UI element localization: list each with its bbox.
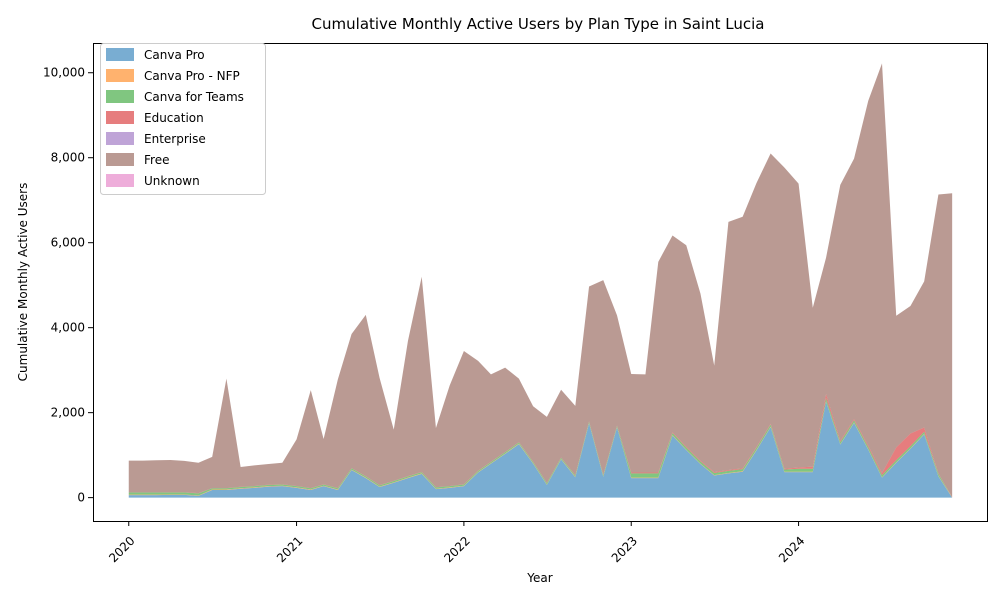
x-axis-label: Year [526, 571, 552, 585]
legend-frame [100, 43, 266, 195]
y-axis-label: Cumulative Monthly Active Users [16, 183, 30, 382]
legend-swatch-6 [106, 174, 134, 187]
legend-label-4: Enterprise [144, 132, 206, 146]
x-tick-label-1: 2021 [274, 534, 305, 565]
y-tick-label-4: 8,000 [51, 151, 85, 165]
legend-swatch-5 [106, 153, 134, 166]
legend-label-1: Canva Pro - NFP [144, 69, 240, 83]
chart-title: Cumulative Monthly Active Users by Plan … [312, 15, 765, 33]
plot-frame [93, 43, 988, 522]
x-tick-label-3: 2023 [609, 534, 640, 565]
x-tick-label-2: 2022 [441, 534, 472, 565]
y-tick-label-1: 2,000 [51, 406, 85, 420]
legend-label-0: Canva Pro [144, 48, 205, 62]
legend-swatch-2 [106, 90, 134, 103]
legend-swatch-3 [106, 111, 134, 124]
x-tick-label-0: 2020 [106, 534, 137, 565]
areas-layer [128, 63, 953, 498]
legend-swatch-4 [106, 132, 134, 145]
legend-label-2: Canva for Teams [144, 90, 244, 104]
x-axis: 2020 2021 2022 2023 2024 [106, 521, 808, 565]
area-series-0 [128, 401, 953, 498]
y-tick-label-3: 6,000 [51, 236, 85, 250]
legend-label-3: Education [144, 111, 204, 125]
y-tick-label-5: 10,000 [43, 66, 85, 80]
area-series-5 [128, 63, 953, 497]
y-tick-label-2: 4,000 [51, 321, 85, 335]
y-axis: 0 2,000 4,000 6,000 8,000 10,000 [43, 66, 93, 505]
legend-label-5: Free [144, 153, 169, 167]
legend-swatch-0 [106, 48, 134, 61]
legend-swatch-1 [106, 69, 134, 82]
y-tick-label-0: 0 [77, 491, 85, 505]
x-tick-label-4: 2024 [776, 534, 807, 565]
legend-label-6: Unknown [144, 174, 200, 188]
legend: Canva Pro Canva Pro - NFP Canva for Teams E… [100, 43, 266, 195]
